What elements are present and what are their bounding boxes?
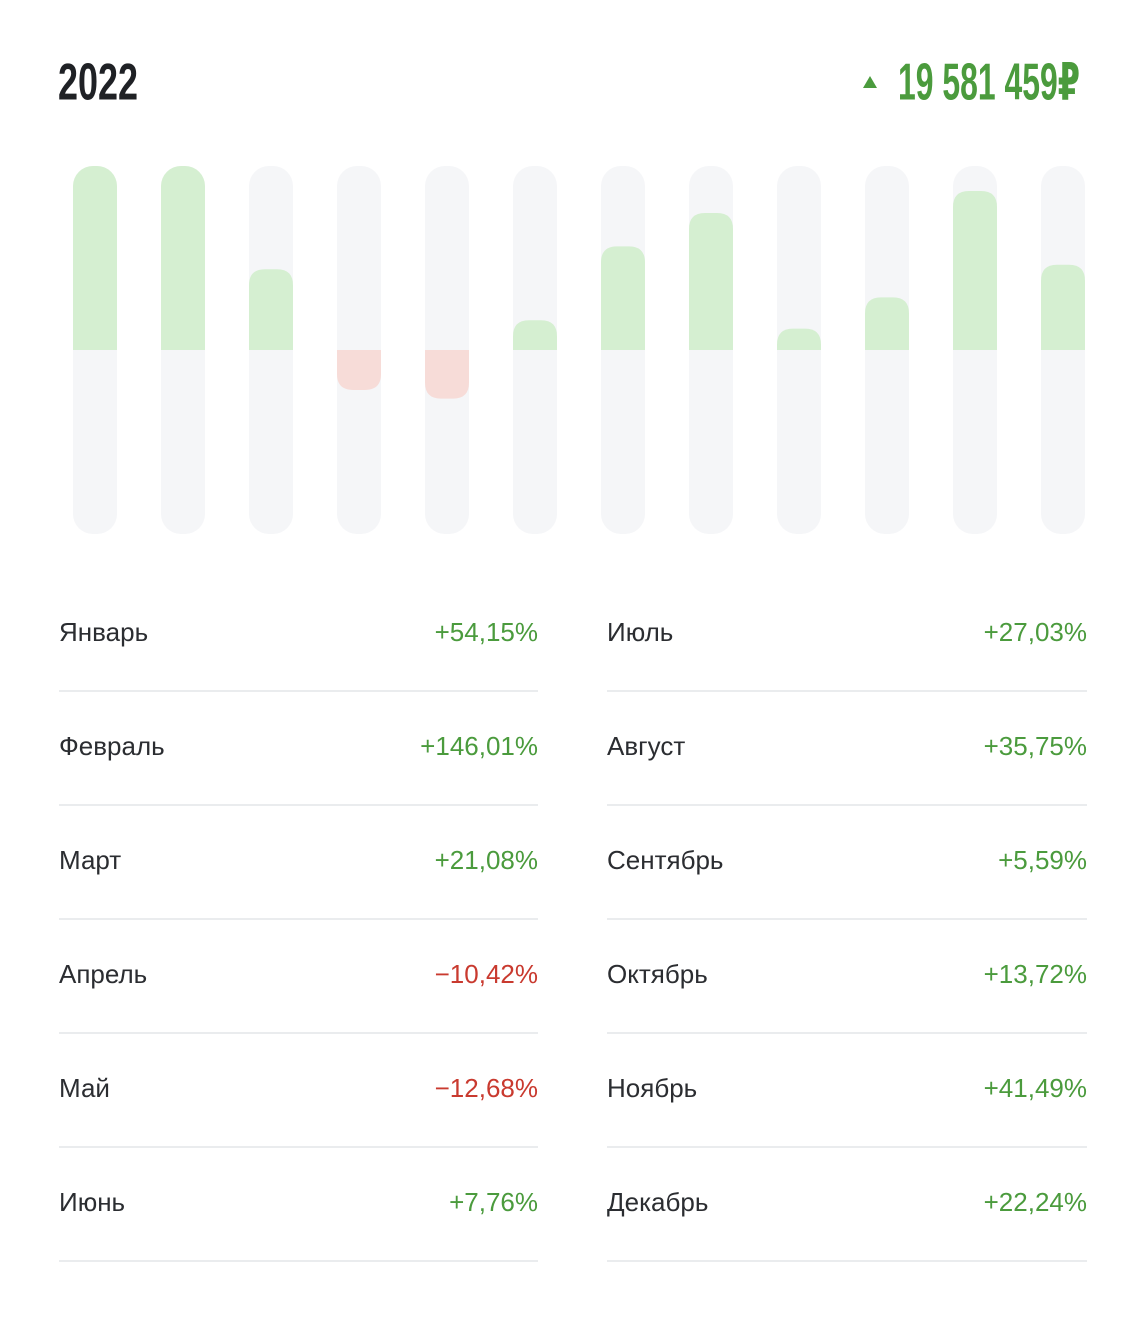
month-label: Май	[59, 1073, 110, 1103]
bar	[425, 350, 469, 399]
month-label: Июнь	[59, 1187, 125, 1217]
month-label: Октябрь	[607, 959, 708, 989]
bar	[1041, 264, 1085, 350]
month-change: +22,24%	[984, 1187, 1087, 1217]
month-change: +27,03%	[984, 617, 1087, 647]
bar	[161, 166, 205, 350]
month-label: Сентябрь	[607, 845, 723, 875]
bar	[865, 297, 909, 350]
bar	[601, 246, 645, 350]
month-change: +146,01%	[420, 731, 538, 761]
month-change: −12,68%	[435, 1073, 538, 1103]
bar	[689, 212, 733, 350]
month-label: Февраль	[59, 731, 165, 761]
bar	[73, 166, 117, 350]
bar	[337, 350, 381, 390]
month-change: +7,76%	[449, 1187, 538, 1217]
up-arrow	[863, 76, 877, 88]
total-amount: 19 581 459₽	[898, 54, 1080, 112]
month-label: Апрель	[59, 959, 147, 989]
month-label: Август	[607, 731, 685, 761]
month-label: Июль	[607, 617, 673, 647]
month-label: Январь	[59, 617, 148, 647]
bar	[513, 320, 557, 350]
month-label: Декабрь	[607, 1187, 708, 1217]
month-change: +41,49%	[984, 1073, 1087, 1103]
month-change: −10,42%	[435, 959, 538, 989]
month-change: +5,59%	[998, 845, 1087, 875]
month-change: +54,15%	[435, 617, 538, 647]
bar	[953, 190, 997, 350]
bar	[249, 269, 293, 350]
year-title: 2022	[58, 54, 138, 112]
month-label: Ноябрь	[607, 1073, 697, 1103]
month-label: Март	[59, 845, 121, 875]
bar	[777, 328, 821, 350]
month-change: +35,75%	[984, 731, 1087, 761]
month-change: +13,72%	[984, 959, 1087, 989]
month-change: +21,08%	[435, 845, 538, 875]
